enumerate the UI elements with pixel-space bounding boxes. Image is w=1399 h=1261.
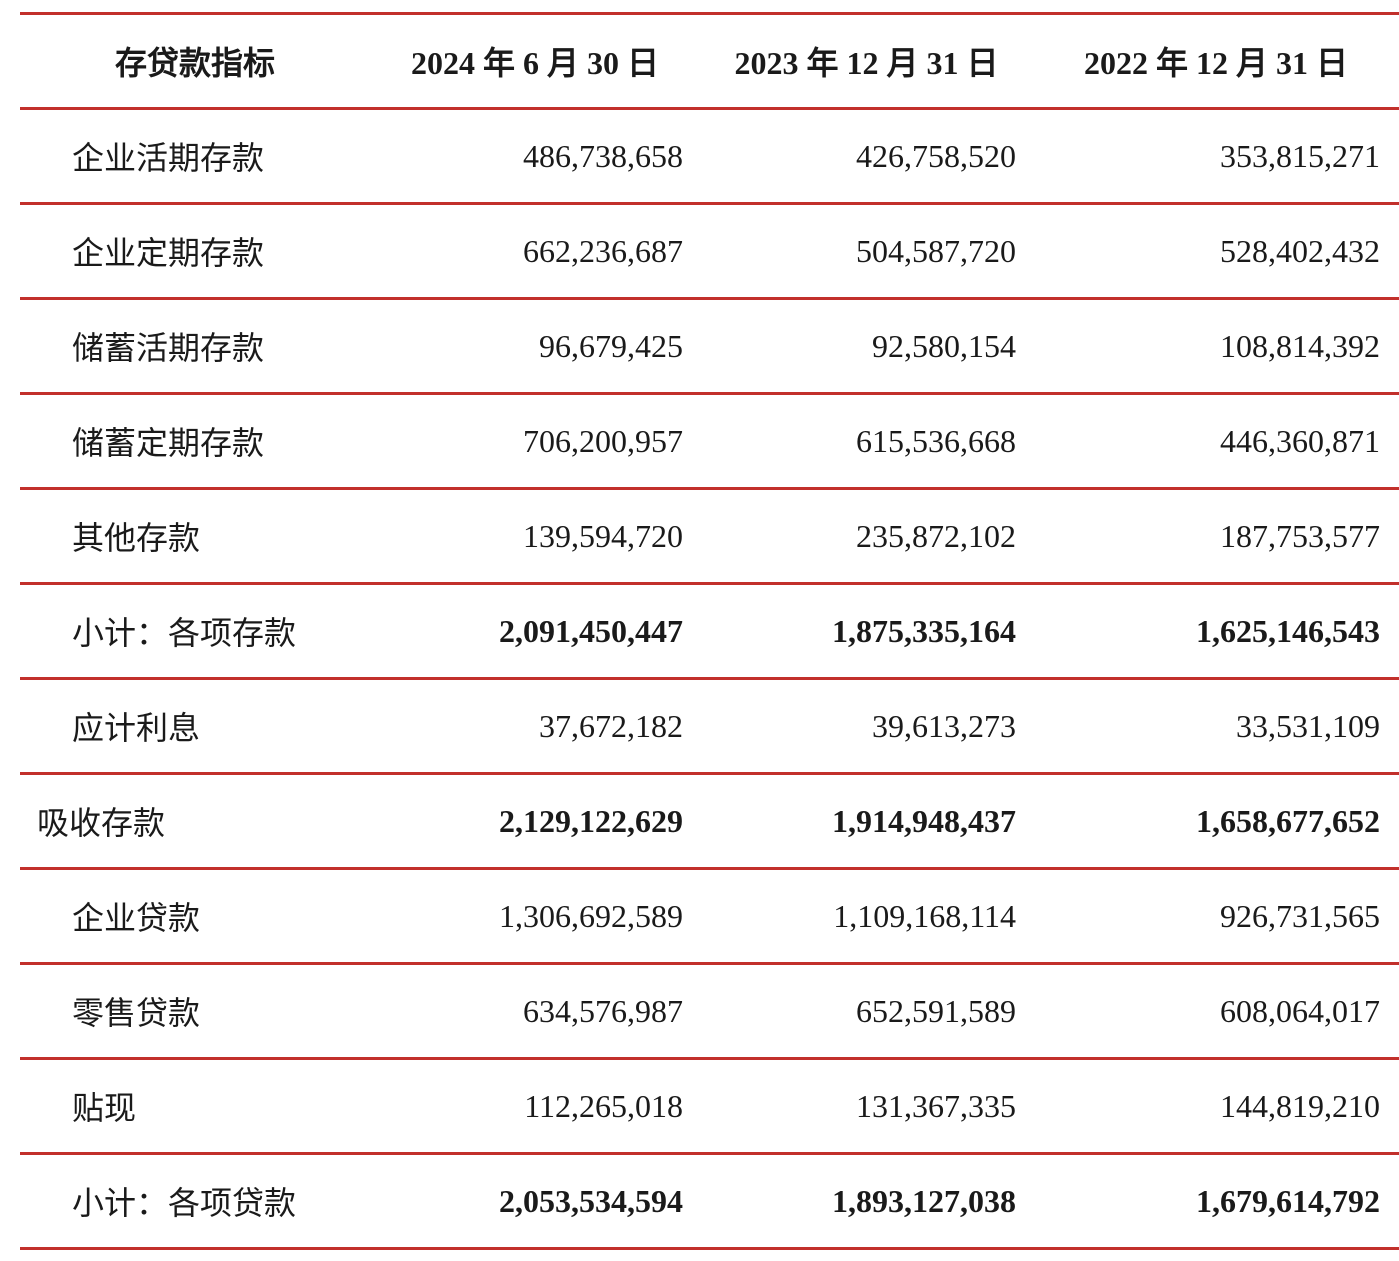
value-cell: 1,679,614,792	[1196, 1182, 1380, 1219]
row-label: 企业活期存款	[72, 140, 265, 176]
row-label: 零售贷款	[72, 995, 201, 1031]
table-row: 储蓄活期存款 96,679,425 92,580,154 108,814,392	[20, 299, 1399, 394]
value-cell: 1,893,127,038	[832, 1182, 1016, 1219]
header-cell: 2024 年 6 月 30 日	[410, 45, 659, 81]
value-cell: 446,360,871	[1220, 422, 1380, 459]
table-row: 零售贷款 634,576,987 652,591,589 608,064,017	[20, 964, 1399, 1059]
value-cell: 131,367,335	[856, 1087, 1016, 1124]
value-cell: 144,819,210	[1220, 1087, 1380, 1124]
value-cell: 2,091,450,447	[499, 612, 683, 649]
value-cell: 39,613,273	[872, 707, 1016, 744]
table-row: 企业贷款 1,306,692,589 1,109,168,114 926,731,56…	[20, 869, 1399, 964]
value-cell: 187,753,577	[1220, 517, 1380, 554]
header-cell: 2023 年 12 月 31 日	[734, 45, 999, 81]
value-cell: 112,265,018	[524, 1087, 683, 1124]
header-cell: 存贷款指标	[114, 45, 275, 81]
row-label: 储蓄活期存款	[72, 330, 265, 366]
row-label: 其他存款	[72, 520, 201, 556]
value-cell: 426,758,520	[856, 137, 1016, 174]
value-cell: 92,580,154	[872, 327, 1016, 364]
table-row: 小计：各项存款 2,091,450,447 1,875,335,164 1,625,1…	[20, 584, 1399, 679]
value-cell: 1,875,335,164	[832, 612, 1016, 649]
row-label: 小计：各项存款	[72, 615, 297, 651]
value-cell: 652,591,589	[856, 992, 1016, 1029]
value-cell: 1,914,948,437	[832, 802, 1016, 839]
row-label: 小计：各项贷款	[72, 1185, 297, 1221]
table-row: 企业活期存款 486,738,658 426,758,520 353,815,271	[20, 109, 1399, 204]
value-cell: 2,053,534,594	[499, 1182, 683, 1219]
row-label: 吸收存款	[37, 805, 166, 841]
row-label: 应计利息	[72, 710, 201, 746]
header-cell: 2022 年 12 月 31 日	[1083, 45, 1348, 81]
table-row: 储蓄定期存款 706,200,957 615,536,668 446,360,871	[20, 394, 1399, 489]
value-cell: 615,536,668	[856, 422, 1016, 459]
value-cell: 1,109,168,114	[833, 897, 1016, 934]
row-label: 储蓄定期存款	[72, 425, 265, 461]
value-cell: 139,594,720	[523, 517, 683, 554]
value-cell: 706,200,957	[523, 422, 683, 459]
value-cell: 235,872,102	[856, 517, 1016, 554]
row-label: 企业定期存款	[72, 235, 265, 271]
deposit-loan-table: 存贷款指标 2024 年 6 月 30 日 2023 年 12 月 31 日 2…	[20, 12, 1399, 1250]
value-cell: 108,814,392	[1220, 327, 1380, 364]
value-cell: 608,064,017	[1220, 992, 1380, 1029]
value-cell: 486,738,658	[523, 137, 683, 174]
value-cell: 96,679,425	[539, 327, 683, 364]
table-row: 吸收存款 2,129,122,629 1,914,948,437 1,658,677,…	[20, 774, 1399, 869]
value-cell: 353,815,271	[1220, 137, 1380, 174]
value-cell: 528,402,432	[1220, 232, 1380, 269]
header-row: 存贷款指标 2024 年 6 月 30 日 2023 年 12 月 31 日 2…	[20, 13, 1399, 109]
value-cell: 1,625,146,543	[1196, 612, 1380, 649]
value-cell: 1,658,677,652	[1196, 802, 1380, 839]
value-cell: 2,129,122,629	[499, 802, 683, 839]
value-cell: 504,587,720	[856, 232, 1016, 269]
value-cell: 662,236,687	[523, 232, 683, 269]
value-cell: 33,531,109	[1236, 707, 1380, 744]
table-row: 其他存款 139,594,720 235,872,102 187,753,577	[20, 489, 1399, 584]
table-row: 贴现 112,265,018 131,367,335 144,819,210	[20, 1059, 1399, 1154]
value-cell: 634,576,987	[523, 992, 683, 1029]
value-cell: 37,672,182	[539, 707, 683, 744]
table-row: 企业定期存款 662,236,687 504,587,720 528,402,432	[20, 204, 1399, 299]
row-label: 贴现	[72, 1090, 137, 1126]
value-cell: 1,306,692,589	[499, 897, 683, 934]
row-label: 企业贷款	[72, 900, 201, 936]
table-row: 小计：各项贷款 2,053,534,594 1,893,127,038 1,679,6…	[20, 1154, 1399, 1249]
value-cell: 926,731,565	[1220, 897, 1380, 934]
table-row: 应计利息 37,672,182 39,613,273 33,531,109	[20, 679, 1399, 774]
